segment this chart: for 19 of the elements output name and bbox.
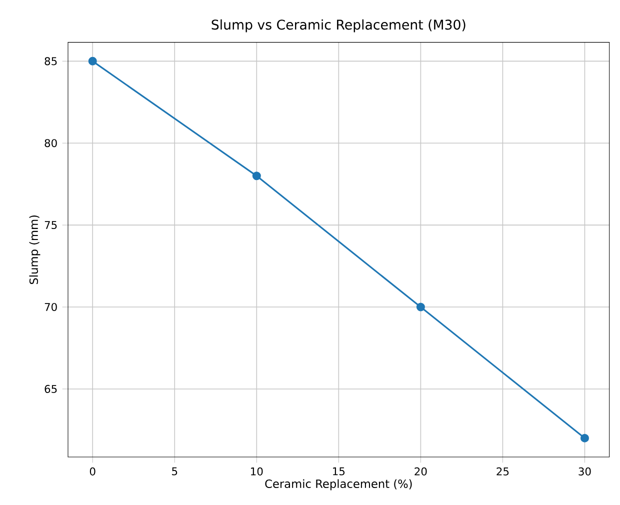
x-tick-label: 15 [333, 467, 345, 476]
x-axis-title: Ceramic Replacement (%) [265, 479, 412, 490]
y-tick-label: 65 [44, 384, 57, 393]
y-tick-label: 70 [44, 302, 57, 312]
y-axis-title: Slump (mm) [29, 215, 40, 284]
x-tick-label: 10 [251, 467, 263, 476]
point [580, 434, 589, 442]
x-tick-label: 25 [496, 467, 509, 476]
x-tick-label: 20 [414, 467, 427, 476]
point [416, 302, 425, 312]
chart-title: Slump vs Ceramic Replacement (M30) [212, 19, 466, 32]
x-tick-label: 5 [172, 467, 178, 476]
y-tick-label: 85 [44, 57, 57, 66]
point [88, 56, 97, 66]
y-tick-label: 80 [44, 139, 57, 148]
x-tick-label: 0 [90, 467, 96, 476]
x-tick-label: 30 [578, 467, 591, 476]
point [252, 172, 261, 180]
y-tick-label: 75 [44, 221, 57, 230]
